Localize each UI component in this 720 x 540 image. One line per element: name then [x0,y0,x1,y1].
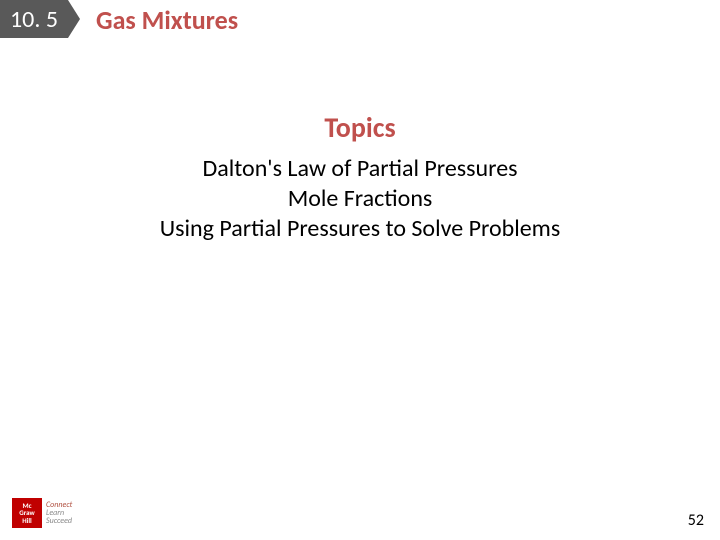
logo-tag3: Succeed [46,517,72,525]
topic-item: Mole Fractions [0,184,720,214]
page-number: 52 [688,511,704,530]
topic-item: Using Partial Pressures to Solve Problem… [0,214,720,244]
mcgraw-hill-icon: Mc Graw Hill [12,498,42,528]
section-badge-notch [68,0,80,38]
section-number-badge: 10. 5 [0,0,68,38]
topic-item: Dalton's Law of Partial Pressures [0,154,720,184]
slide: 10. 5 Gas Mixtures Topics Dalton's Law o… [0,0,720,540]
logo-line3: Hill [22,517,32,524]
publisher-logo: Mc Graw Hill Connect Learn Succeed [12,498,72,528]
section-number-text: 10. 5 [10,5,58,34]
topics-heading: Topics [0,110,720,145]
topics-list: Dalton's Law of Partial Pressures Mole F… [0,154,720,244]
logo-tagline: Connect Learn Succeed [46,501,72,525]
section-title: Gas Mixtures [96,4,238,36]
